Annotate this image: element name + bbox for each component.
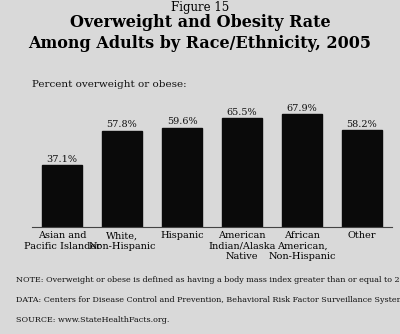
Text: 37.1%: 37.1% (46, 155, 78, 164)
Text: 65.5%: 65.5% (227, 108, 257, 117)
Bar (162, 128, 202, 227)
Text: 57.8%: 57.8% (107, 121, 137, 129)
Bar (102, 131, 142, 227)
Text: DATA: Centers for Disease Control and Prevention, Behavioral Risk Factor Surveil: DATA: Centers for Disease Control and Pr… (16, 296, 400, 304)
Text: NOTE: Overweight or obese is defined as having a body mass index greater than or: NOTE: Overweight or obese is defined as … (16, 276, 400, 284)
Text: 67.9%: 67.9% (287, 104, 317, 113)
Text: Percent overweight or obese:: Percent overweight or obese: (32, 79, 187, 89)
Bar (282, 114, 322, 227)
Text: Figure 15: Figure 15 (171, 1, 229, 14)
Text: SOURCE: www.StateHealthFacts.org.: SOURCE: www.StateHealthFacts.org. (16, 316, 169, 324)
Bar (222, 118, 262, 227)
Text: Among Adults by Race/Ethnicity, 2005: Among Adults by Race/Ethnicity, 2005 (28, 35, 372, 52)
Bar (342, 130, 382, 227)
Text: 59.6%: 59.6% (167, 118, 197, 126)
Bar (42, 165, 82, 227)
Text: 58.2%: 58.2% (347, 120, 377, 129)
Text: Overweight and Obesity Rate: Overweight and Obesity Rate (70, 14, 330, 31)
